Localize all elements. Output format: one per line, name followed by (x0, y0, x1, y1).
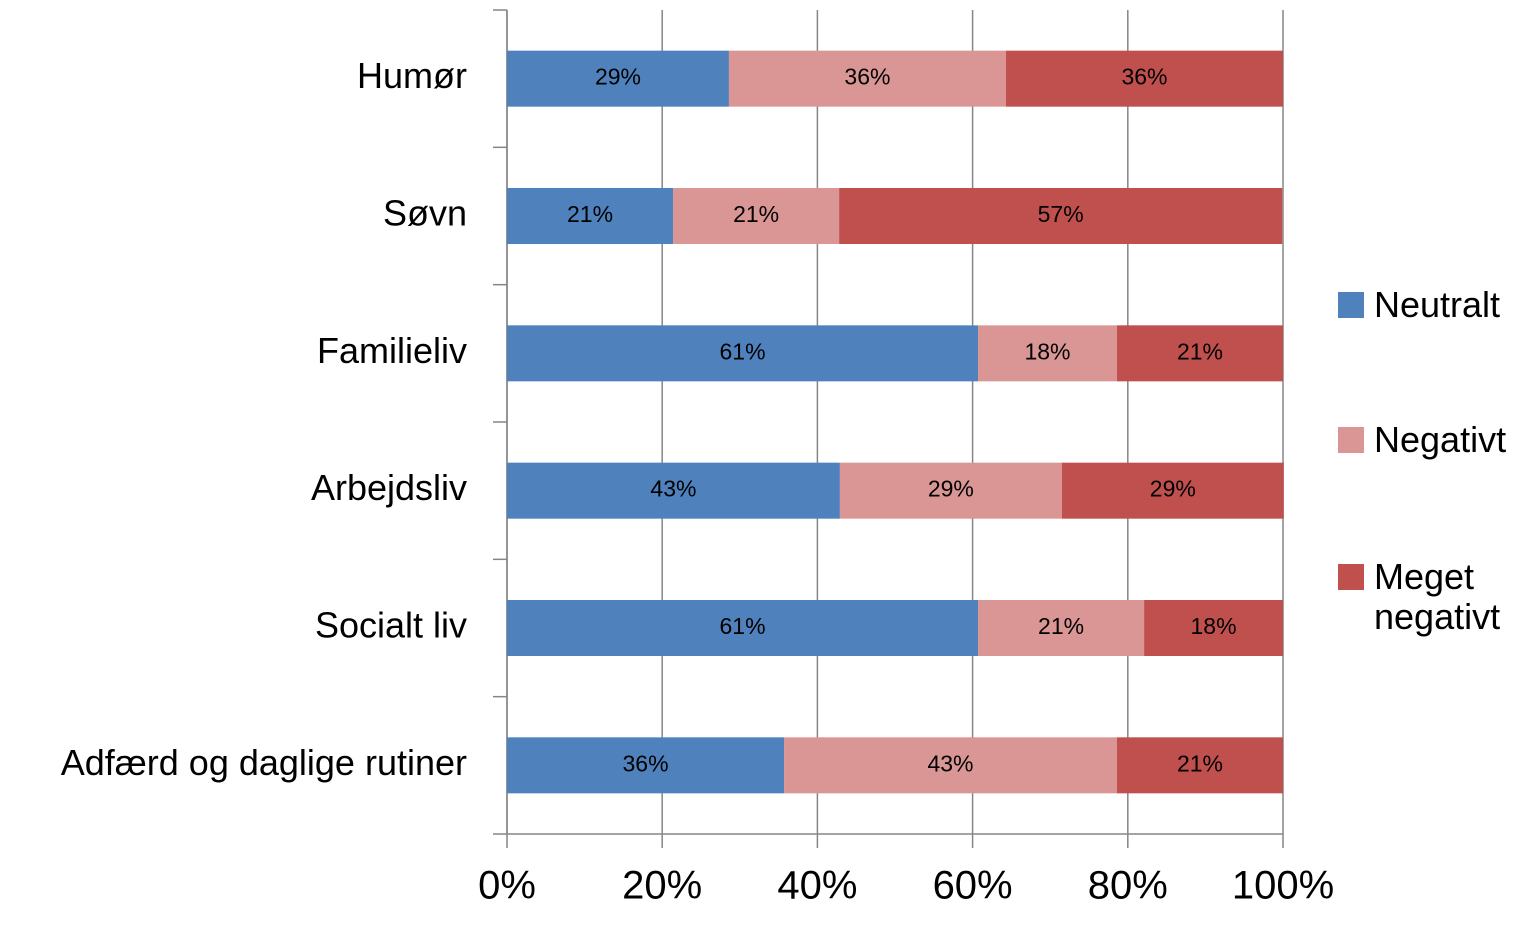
data-label: 43% (927, 750, 973, 776)
y-tick-label: Socialt liv (315, 605, 467, 646)
legend-swatch (1338, 564, 1364, 590)
bar-segment (673, 188, 840, 244)
bar-segment (978, 325, 1117, 382)
data-label: 36% (622, 750, 668, 776)
y-tick-label: Adfærd og daglige rutiner (61, 742, 467, 783)
bar-segment (728, 50, 1006, 107)
legend-item: Meget negativt (1338, 557, 1523, 637)
x-tick-label: 80% (1088, 864, 1168, 908)
legend-label: Negativt (1374, 419, 1507, 460)
legend-item: Neutralt (1338, 285, 1523, 325)
bar-segment (507, 50, 729, 107)
bar-segment (1005, 50, 1283, 107)
bar-segment (1116, 737, 1283, 794)
data-label: 21% (733, 201, 779, 227)
x-tick-label: 60% (933, 864, 1013, 908)
data-label: 61% (719, 613, 765, 639)
bar-segment (784, 737, 1117, 794)
data-label: 21% (1177, 338, 1223, 364)
legend-swatch (1338, 427, 1364, 453)
y-tick-label: Familieliv (317, 330, 467, 371)
y-tick-label: Søvn (383, 193, 467, 234)
y-tick-label: Arbejdsliv (311, 467, 467, 508)
data-label: 57% (1038, 201, 1084, 227)
bar-segment (839, 462, 1062, 519)
data-label: 36% (844, 64, 890, 90)
bar-segment (1116, 325, 1283, 382)
y-tick-label: Humør (357, 55, 467, 96)
bar-segment (507, 462, 840, 519)
x-tick-label: 20% (622, 864, 702, 908)
data-label: 29% (595, 64, 641, 90)
bar-segment (1061, 462, 1284, 519)
bar-segment (839, 188, 1283, 244)
bar-segment (507, 737, 785, 794)
x-tick-label: 0% (478, 864, 536, 908)
data-label: 18% (1191, 613, 1237, 639)
bar-segment (978, 600, 1145, 656)
data-label: 29% (1150, 476, 1196, 502)
data-label: 29% (928, 476, 974, 502)
bar-segment (1144, 600, 1283, 656)
bar-segment (507, 600, 979, 656)
bar-segment (507, 188, 674, 244)
data-label: 36% (1121, 64, 1167, 90)
x-tick-label: 100% (1232, 864, 1334, 908)
bar-segment (507, 325, 979, 382)
data-label: 43% (650, 476, 696, 502)
data-label: 21% (1177, 750, 1223, 776)
data-label: 18% (1024, 338, 1070, 364)
legend-label: Neutralt (1374, 284, 1501, 325)
x-tick-label: 40% (777, 864, 857, 908)
data-label: 21% (1038, 613, 1084, 639)
legend-label: Meget negativt (1374, 556, 1501, 637)
data-label: 21% (567, 201, 613, 227)
legend-swatch (1338, 292, 1364, 318)
data-label: 61% (719, 338, 765, 364)
legend-item: Negativt (1338, 420, 1523, 460)
